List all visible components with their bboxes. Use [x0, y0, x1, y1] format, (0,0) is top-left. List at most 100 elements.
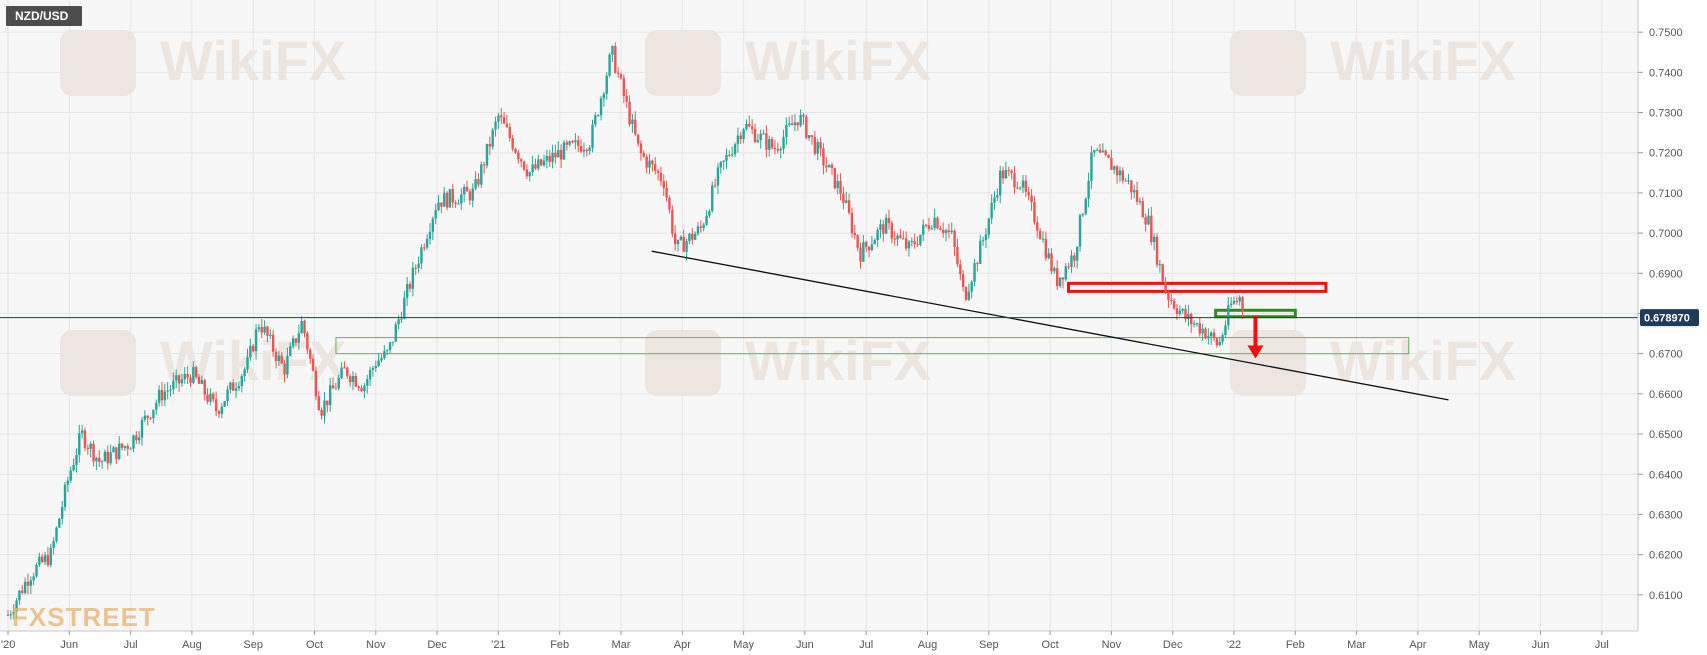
watermark-logo-icon	[645, 30, 721, 96]
candle-down	[790, 123, 794, 126]
watermark-logo-icon	[60, 30, 136, 96]
candle-down	[1135, 190, 1139, 202]
candle-up	[69, 470, 72, 481]
candle-up	[1133, 190, 1136, 193]
candle-down	[1241, 297, 1244, 312]
candle-up	[1053, 268, 1056, 272]
candle-up	[112, 447, 115, 453]
candle-down	[899, 235, 902, 238]
candle-up	[1178, 310, 1182, 314]
candle-up	[930, 228, 933, 230]
candle-down	[1033, 202, 1036, 223]
candle-up	[289, 346, 292, 356]
candle-down	[126, 446, 129, 449]
candle-up	[109, 452, 112, 464]
candle-up	[172, 380, 175, 390]
candle-up	[1124, 180, 1127, 182]
candle-down	[520, 159, 523, 162]
candle-up	[337, 377, 340, 389]
candle-up	[417, 263, 420, 268]
candle-down	[571, 141, 574, 143]
y-tick-label: 0.7000	[1649, 228, 1683, 240]
candle-down	[465, 186, 469, 192]
candle-down	[645, 156, 648, 168]
candle-up	[249, 345, 252, 358]
x-tick-label: May	[1469, 639, 1490, 651]
candle-up	[72, 464, 75, 471]
candle-up	[457, 203, 460, 205]
symbol-badge[interactable]: NZD/USD	[6, 6, 82, 26]
candle-down	[941, 229, 945, 234]
candle-up	[1201, 328, 1204, 334]
candle-down	[842, 193, 845, 203]
candle-down	[634, 119, 637, 135]
candle-down	[585, 149, 588, 152]
candle-down	[662, 181, 665, 188]
candle-down	[505, 123, 509, 128]
candle-up	[693, 233, 697, 240]
candle-up	[1084, 198, 1087, 214]
candle-up	[363, 385, 366, 392]
candle-up	[611, 46, 614, 55]
candle-down	[904, 238, 908, 249]
candle-up	[405, 284, 409, 298]
candle-down	[616, 72, 620, 74]
candle-up	[243, 369, 246, 377]
candle-down	[488, 143, 492, 147]
candle-up	[1075, 246, 1079, 261]
candle-down	[805, 116, 808, 138]
candle-down	[548, 155, 551, 162]
candle-down	[203, 380, 206, 395]
candle-down	[765, 133, 768, 150]
candle-up	[1158, 264, 1162, 266]
candle-up	[1195, 323, 1199, 325]
candle-up	[297, 333, 301, 343]
candle-up	[49, 547, 52, 566]
resistance-zone	[1066, 281, 1328, 293]
y-tick-label: 0.6700	[1649, 349, 1683, 361]
candle-down	[86, 447, 90, 449]
candle-up	[588, 147, 591, 152]
candle-up	[1187, 313, 1190, 319]
candle-down	[636, 134, 640, 144]
candle-down	[651, 160, 654, 165]
candle-up	[75, 455, 78, 465]
candle-down	[810, 135, 814, 137]
candle-down	[753, 128, 757, 143]
wikifx-watermark: WikiFX	[60, 329, 346, 396]
candle-down	[839, 181, 842, 194]
candle-down	[98, 457, 101, 462]
candle-down	[959, 264, 962, 275]
candle-up	[944, 230, 948, 234]
candle-up	[200, 380, 204, 384]
candle-down	[1155, 236, 1159, 265]
candle-up	[462, 186, 466, 195]
candle-down	[320, 410, 323, 416]
candle-up	[428, 231, 432, 239]
candle-up	[574, 140, 577, 143]
candle-up	[32, 576, 35, 581]
candle-down	[1175, 308, 1179, 314]
candle-up	[497, 115, 500, 122]
candle-up	[981, 239, 985, 241]
candle-up	[1147, 215, 1150, 225]
candle-down	[893, 238, 896, 240]
candle-up	[397, 319, 400, 325]
candle-up	[545, 155, 549, 161]
candle-up	[719, 161, 722, 168]
candle-down	[1007, 169, 1010, 171]
wikifx-watermark: WikiFX	[60, 29, 346, 96]
x-tick-label: Mar	[612, 639, 631, 651]
candle-up	[762, 133, 765, 135]
candle-up	[246, 357, 249, 370]
candle-up	[676, 239, 680, 245]
candle-down	[682, 236, 685, 252]
candle-up	[229, 382, 232, 390]
x-tick-label: Oct	[1042, 639, 1059, 651]
candle-up	[716, 167, 720, 186]
candle-down	[354, 376, 358, 387]
trendline	[651, 250, 1449, 401]
candle-up	[950, 230, 953, 233]
candle-up	[933, 217, 936, 229]
